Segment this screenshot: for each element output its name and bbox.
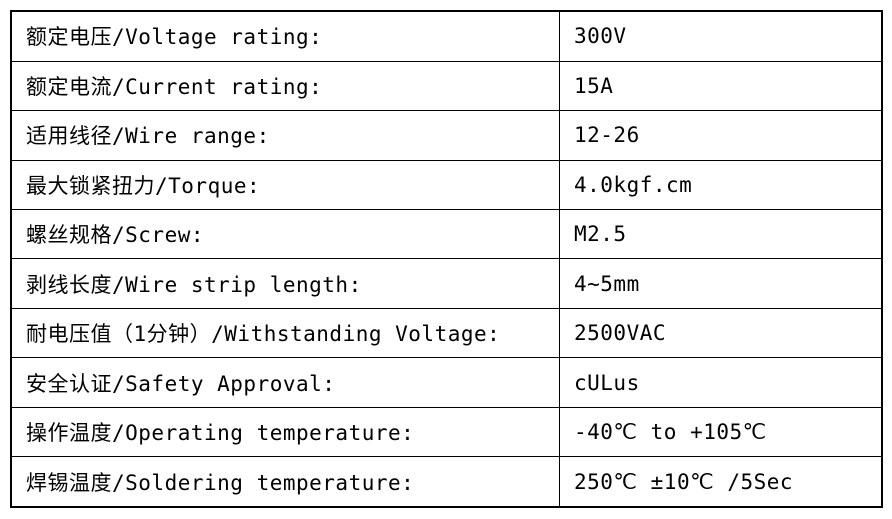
spec-value: 4.0kgf.cm — [559, 159, 883, 211]
spec-label: 安全认证/Safety Approval: — [10, 357, 560, 408]
spec-value: 300V — [559, 10, 883, 62]
table-row: 焊锡温度/Soldering temperature: 250℃ ±10℃ /5… — [10, 456, 883, 508]
spec-label: 最大锁紧扭力/Torque: — [10, 159, 560, 211]
spec-value: 250℃ ±10℃ /5Sec — [559, 456, 883, 508]
table-row: 操作温度/Operating temperature: -40℃ to +105… — [10, 406, 883, 458]
table-row: 耐电压值（1分钟）/Withstanding Voltage: 2500VAC — [10, 307, 883, 359]
spec-label: 操作温度/Operating temperature: — [10, 406, 560, 458]
spec-value: M2.5 — [559, 209, 883, 260]
spec-value: 12-26 — [559, 110, 883, 161]
table-row: 安全认证/Safety Approval: cULus — [10, 357, 883, 408]
spec-table: 额定电压/Voltage rating: 300V 额定电流/Current r… — [10, 10, 883, 508]
spec-label: 适用线径/Wire range: — [10, 110, 560, 161]
spec-label: 额定电流/Current rating: — [10, 60, 560, 112]
table-row: 螺丝规格/Screw: M2.5 — [10, 209, 883, 260]
spec-label: 额定电压/Voltage rating: — [10, 10, 560, 62]
spec-value: cULus — [559, 357, 883, 408]
spec-table-body: 额定电压/Voltage rating: 300V 额定电流/Current r… — [10, 10, 883, 508]
spec-label: 焊锡温度/Soldering temperature: — [10, 456, 560, 508]
table-row: 最大锁紧扭力/Torque: 4.0kgf.cm — [10, 159, 883, 211]
spec-value: 15A — [559, 60, 883, 112]
spec-value: 4~5mm — [559, 258, 883, 309]
table-row: 额定电流/Current rating: 15A — [10, 60, 883, 112]
table-row: 剥线长度/Wire strip length: 4~5mm — [10, 258, 883, 309]
table-row: 额定电压/Voltage rating: 300V — [10, 10, 883, 62]
spec-label: 螺丝规格/Screw: — [10, 209, 560, 260]
spec-label: 剥线长度/Wire strip length: — [10, 258, 560, 309]
table-row: 适用线径/Wire range: 12-26 — [10, 110, 883, 161]
spec-label: 耐电压值（1分钟）/Withstanding Voltage: — [10, 307, 560, 359]
spec-value: -40℃ to +105℃ — [559, 406, 883, 458]
spec-value: 2500VAC — [559, 307, 883, 359]
